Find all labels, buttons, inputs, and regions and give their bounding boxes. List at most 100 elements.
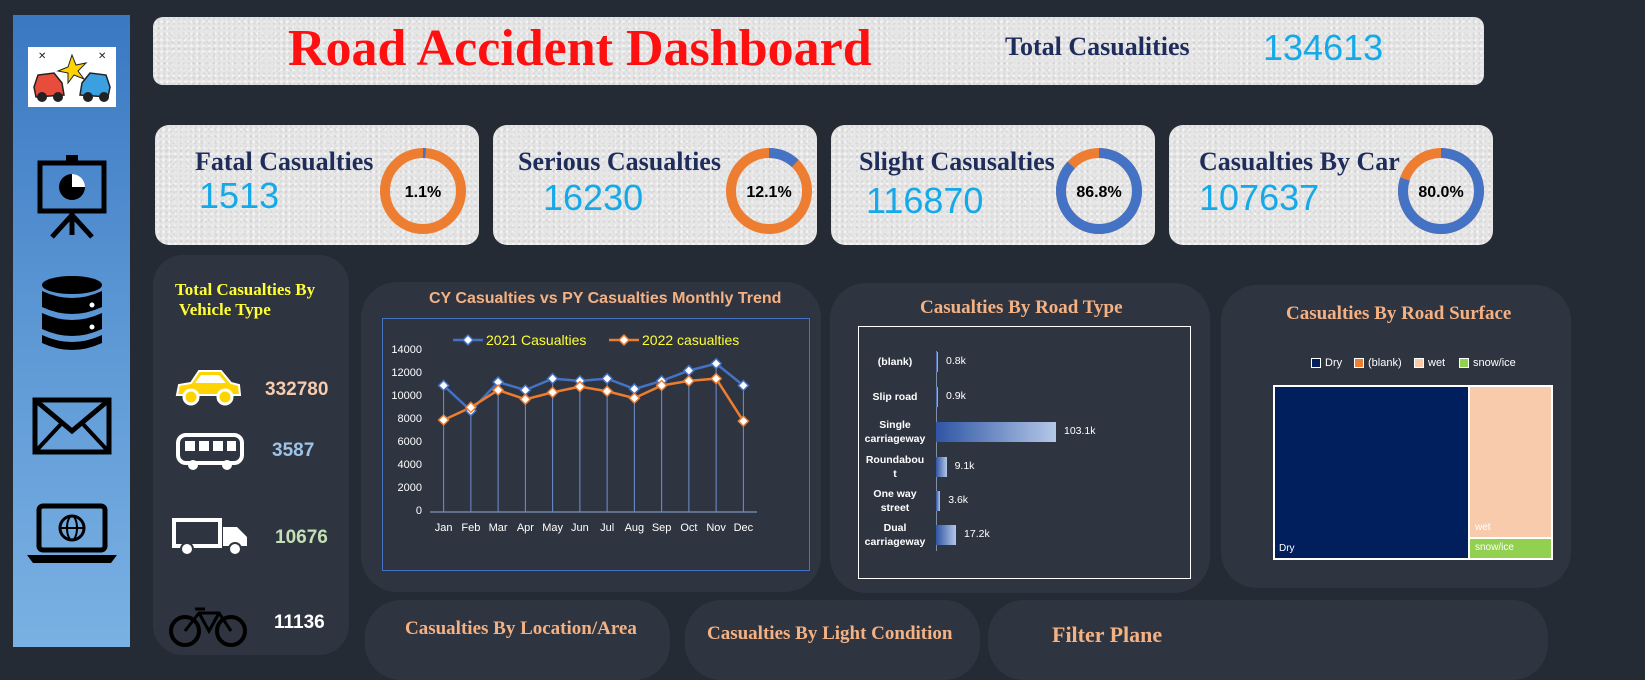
x-tick-label: May [542,522,564,534]
data-point [682,374,695,387]
legend-item: 2021 Casualties [453,332,586,348]
legend-swatch [1414,358,1424,368]
kpi-label: Serious Casualties [518,147,721,176]
road-type-title: Casualties By Road Type [920,297,1123,318]
legend-swatch [1354,358,1364,368]
road-type-value: 3.6k [948,494,969,506]
road-type-bar [936,457,947,477]
kpi-donut: 80.0% [1398,148,1484,234]
kpi-card-fatal: Fatal Casualties 1513 1.1% [155,125,479,245]
title-bar: Road Accident Dashboard Total Casualitie… [153,17,1484,85]
vehicle-type-panel: Total Casualties By Vehicle Type 332780 … [153,255,349,655]
road-type-value: 103.1k [1064,425,1096,437]
car-icon [175,370,242,406]
y-tick-label: 8000 [397,413,422,425]
road-type-chart: (blank) 0.8k Slip road 0.9k Single carriagewa… [830,283,1210,593]
location-title: Casualties By Location/Area [405,618,637,639]
road-type-label: Slip road [872,391,918,403]
road-type-chart-frame [858,326,1191,579]
donut-arc [726,148,812,234]
svg-text:✕: ✕ [98,51,106,62]
road-type-value: 17.2k [964,528,990,540]
treemap-snow-ice: snow/ice [1470,539,1551,558]
x-tick-label: Nov [706,522,726,534]
data-point [710,372,723,385]
data-point [546,372,559,385]
vehicle-panel-title: Total Casualties By Vehicle Type [175,280,315,320]
presentation-chart-icon[interactable] [13,155,130,239]
x-tick-label: Apr [516,522,534,534]
kpi-card-car: Casualties By Car 107637 80.0% [1169,125,1493,245]
bicycle-icon [169,607,247,647]
donut-pct: 1.1% [405,184,441,201]
y-tick-label: 0 [415,505,422,517]
data-point [737,379,750,392]
kpi-value: 1513 [199,175,280,216]
y-tick-label: 4000 [397,459,422,471]
data-point [682,364,695,377]
kpi-label: Slight Casusalties [859,147,1055,176]
legend-item: 2022 casualties [609,332,739,348]
series-line-1 [443,377,745,422]
location-panel: Casualties By Location/Area [365,600,670,680]
y-tick-label: 14000 [391,344,422,356]
kpi-label: Casualties By Car [1199,147,1400,176]
legend-swatch [1459,358,1469,368]
page-title: Road Accident Dashboard [288,20,872,77]
treemap-label-dry: Dry [1279,543,1295,554]
sidebar: ✕ ✕ [13,15,130,647]
road-type-label: Dual carriageway [864,522,926,548]
treemap-dry: Dry [1275,387,1468,558]
vehicle-title-line1: Total Casualties By [175,280,316,299]
kpi-value: 116870 [866,180,984,221]
road-type-bar [936,491,941,511]
road-type-value: 9.1k [954,460,975,472]
legend-blank: (blank) [1354,357,1402,369]
mail-icon[interactable] [13,397,130,455]
kpi-donut: 12.1% [726,148,812,234]
donut-pct: 80.0% [1418,184,1463,201]
legend-dry: Dry [1311,357,1342,369]
kpi-donut: 1.1% [380,148,466,234]
car-crash-icon[interactable]: ✕ ✕ [13,47,130,107]
data-point [601,385,614,398]
truck-icon [172,518,247,556]
bicycle-casualties-value: 11136 [274,612,325,633]
legend-swatch [453,334,483,346]
bus-casualties-value: 3587 [272,440,315,461]
laptop-globe-icon[interactable] [13,503,130,565]
data-point [437,413,450,427]
database-icon[interactable] [13,275,130,353]
road-type-bar [936,387,938,407]
y-tick-label: 6000 [397,436,422,448]
kpi-card-serious: Serious Casualties 16230 12.1% [493,125,817,245]
donut-arc [1398,148,1484,234]
road-type-bar [936,352,938,372]
legend-label: 2022 casualties [642,332,740,348]
legend-swatch [609,334,639,346]
x-tick-label: Jan [434,522,453,534]
road-type-label: Single carriageway [864,419,926,445]
donut-arc [380,148,466,234]
legend-swatch [1311,358,1321,368]
x-tick-label: Feb [461,522,481,534]
x-tick-label: Dec [733,522,754,534]
data-point [655,379,668,392]
data-point [573,380,586,393]
treemap-label-wet: wet [1475,522,1491,533]
light-condition-title: Casualties By Light Condition [707,623,953,644]
y-tick-label: 12000 [391,367,422,379]
legend-label: Dry [1325,357,1343,369]
kpi-value: 16230 [543,177,644,218]
total-casualties-value: 134613 [1263,27,1384,68]
donut-pct: 86.8% [1076,184,1121,201]
x-tick-label: Sep [651,522,672,534]
data-point [546,386,559,399]
trend-panel: CY Casualties vs PY Casualties Monthly T… [361,282,821,592]
y-tick-label: 10000 [391,390,422,402]
legend-label: wet [1428,357,1446,369]
data-point [437,379,450,392]
legend-snow-ice: snow/ice [1459,357,1516,369]
road-surface-title: Casualties By Road Surface [1286,303,1512,324]
truck-casualties-value: 10676 [275,527,328,548]
